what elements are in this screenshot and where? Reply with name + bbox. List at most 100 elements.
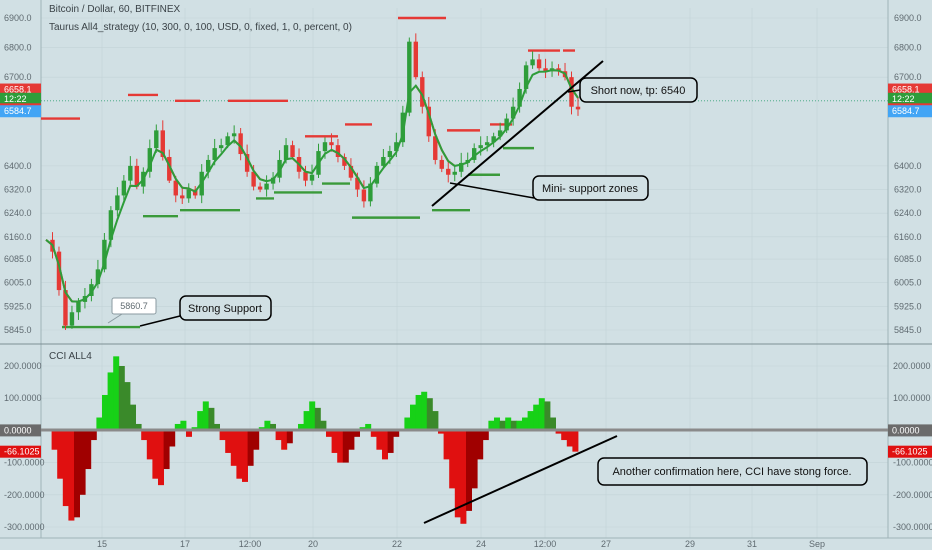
- cci-bar: [225, 430, 232, 453]
- candle[interactable]: [426, 96, 431, 142]
- candle[interactable]: [121, 175, 127, 201]
- candle[interactable]: [290, 140, 295, 160]
- cci-bar: [174, 423, 181, 431]
- cci-tick-right: -100.0000: [893, 458, 932, 468]
- cci-histogram[interactable]: [46, 356, 579, 524]
- price-tick-left: 6700.0: [4, 72, 32, 82]
- candle[interactable]: [510, 97, 516, 126]
- cci-tick-left: -100.0000: [4, 458, 45, 468]
- candle[interactable]: [154, 124, 159, 153]
- candle[interactable]: [575, 96, 581, 116]
- cci-bar: [342, 430, 349, 463]
- candle[interactable]: [218, 138, 224, 153]
- candle[interactable]: [452, 165, 457, 182]
- price-tag-label: 6584.7: [4, 106, 32, 116]
- cci-bar: [533, 404, 540, 431]
- price-axis[interactable]: 6900.0 6900.0 6800.0 6800.0 6700.0 6700.0 6400…: [4, 13, 922, 335]
- candle[interactable]: [69, 305, 75, 329]
- time-tick: 29: [685, 539, 695, 549]
- price-tick-left: 6320.0: [4, 185, 32, 195]
- cci-bar: [393, 430, 400, 437]
- candle[interactable]: [244, 144, 250, 177]
- candle[interactable]: [186, 183, 191, 203]
- cci-tick-left: -200.0000: [4, 490, 45, 500]
- cci-bar: [499, 420, 506, 431]
- cci-bar: [348, 430, 355, 450]
- cci-tick-left: 100.0000: [4, 393, 42, 403]
- cci-bar: [158, 430, 164, 486]
- candle[interactable]: [471, 143, 477, 163]
- cci-bar: [494, 417, 500, 431]
- candle[interactable]: [374, 162, 380, 188]
- cci-bar: [460, 430, 467, 524]
- cci-bar: [337, 430, 344, 463]
- candle[interactable]: [180, 186, 185, 205]
- candle[interactable]: [329, 133, 334, 152]
- candle[interactable]: [381, 149, 386, 169]
- cci-axis[interactable]: 200.0000 200.0000 100.0000 100.0000 -100.000…: [4, 361, 932, 532]
- candle[interactable]: [309, 164, 315, 186]
- price-tag-label: 12:22: [892, 94, 915, 104]
- candle[interactable]: [420, 71, 425, 114]
- candle[interactable]: [205, 154, 211, 179]
- candle[interactable]: [134, 158, 140, 190]
- candle[interactable]: [270, 172, 276, 190]
- cci-value-tag-label: -66.1025: [892, 447, 928, 457]
- cci-bar: [365, 423, 372, 431]
- cci-bar: [90, 430, 97, 441]
- cci-tick-right: -300.0000: [893, 522, 932, 532]
- cci-bar: [438, 430, 444, 434]
- candle[interactable]: [543, 58, 548, 79]
- cci-bar: [253, 430, 260, 450]
- cci-bar: [370, 430, 377, 437]
- candle[interactable]: [413, 33, 419, 80]
- cci-bar: [214, 423, 220, 431]
- candle[interactable]: [348, 158, 354, 181]
- cci-bar: [527, 411, 534, 431]
- candle[interactable]: [56, 246, 62, 296]
- cci-trendline[interactable]: [423, 435, 618, 524]
- cci-bar: [152, 430, 159, 479]
- candle[interactable]: [128, 156, 133, 185]
- price-tags: 6658.16658.112:2212:226591.36591.36584.7…: [0, 83, 932, 458]
- cci-tick-right: 100.0000: [893, 393, 931, 403]
- short-callout[interactable]: Short now, tp: 6540: [579, 77, 698, 103]
- low-price-annotation[interactable]: 5860.7: [107, 297, 157, 324]
- cci-bar: [510, 420, 517, 431]
- candle[interactable]: [335, 138, 341, 163]
- candle[interactable]: [303, 165, 308, 187]
- candle[interactable]: [446, 160, 451, 183]
- cci-confirmation-callout[interactable]: Another confirmation here, CCI have ston…: [597, 457, 868, 486]
- short-callout-connector: [567, 89, 581, 93]
- candle[interactable]: [400, 105, 406, 147]
- candle[interactable]: [368, 177, 373, 207]
- mini-support-callout[interactable]: Mini- support zones: [532, 175, 649, 201]
- candle[interactable]: [484, 135, 490, 152]
- candle[interactable]: [536, 54, 542, 71]
- candle[interactable]: [439, 155, 444, 173]
- candle[interactable]: [491, 132, 496, 148]
- cci-bar: [57, 430, 64, 479]
- candle[interactable]: [530, 51, 535, 69]
- cci-bar: [281, 430, 288, 450]
- price-tick-right: 6320.0: [894, 185, 922, 195]
- strong-support-callout-text: Strong Support: [188, 303, 262, 315]
- candle[interactable]: [407, 37, 412, 117]
- strong-support-callout[interactable]: Strong Support: [179, 295, 272, 321]
- cci-bar: [449, 430, 456, 489]
- candle[interactable]: [115, 187, 120, 217]
- price-trendline[interactable]: [431, 60, 604, 207]
- cci-bar: [68, 430, 75, 521]
- candle[interactable]: [257, 182, 263, 193]
- candle[interactable]: [238, 128, 243, 161]
- candle[interactable]: [361, 180, 367, 208]
- candle[interactable]: [342, 153, 347, 171]
- cci-confirmation-callout-text: Another confirmation here, CCI have ston…: [612, 466, 851, 478]
- candle[interactable]: [147, 139, 153, 178]
- price-tag: 12:22: [0, 92, 41, 105]
- time-axis[interactable]: 15 17 12:00 20 22 24 12:00 27 29 31 Sep: [97, 539, 825, 549]
- candle[interactable]: [89, 278, 94, 302]
- cci-bar: [309, 401, 316, 431]
- candle[interactable]: [264, 175, 269, 197]
